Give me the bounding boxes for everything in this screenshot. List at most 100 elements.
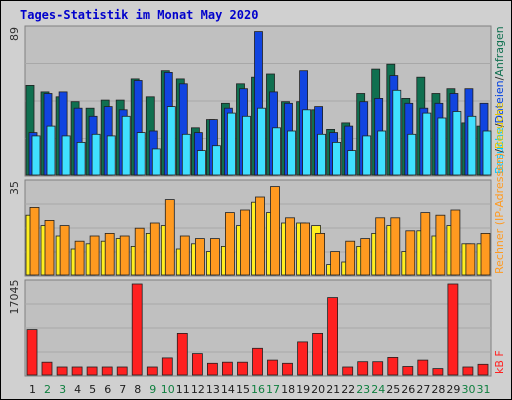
bar-besuche-day-24 [377,130,387,176]
x-tick-label-day-21: 21 [326,383,340,396]
y-max-label-top: 89 [8,27,21,41]
x-tick-label-day-9: 9 [149,383,156,396]
bar-kb-f-day-29 [447,283,459,376]
bar-besuche-day-13 [211,145,221,176]
bar-kb-f-day-23 [357,361,369,376]
bar-besuche-day-3 [59,225,70,276]
x-tick-label-day-14: 14 [221,383,235,396]
y-max-label-bottom: 17045 [8,280,21,315]
x-tick-label-day-29: 29 [446,383,460,396]
bar-besuche-day-10 [164,199,175,276]
bar-besuche-day-16 [257,107,266,176]
bar-kb-f-day-4 [71,366,83,376]
bar-kb-f-day-2 [41,361,53,376]
x-tick-label-day-25: 25 [386,383,400,396]
bar-besuche-day-9 [149,222,160,276]
x-tick-label-day-15: 15 [236,383,250,396]
bar-besuche-day-19 [300,222,311,276]
bar-besuche-day-25 [392,89,402,176]
right-label-bottom: kB F [493,350,506,374]
x-tick-label-day-30: 30 [462,383,476,396]
x-tick-label-day-3: 3 [59,383,66,396]
bar-kb-f-day-24 [372,361,384,376]
panel-middle [24,179,492,277]
bar-kb-f-day-10 [161,357,173,376]
x-tick-label-day-22: 22 [341,383,355,396]
bar-kb-f-day-30 [462,366,474,376]
x-tick-label-day-8: 8 [134,383,141,396]
panel-bottom [24,279,492,377]
x-tick-label-day-13: 13 [206,383,220,396]
bar-kb-f-day-3 [56,366,68,376]
bar-besuche-day-23 [362,135,372,176]
x-tick-label-day-17: 17 [266,383,280,396]
bar-kb-f-day-21 [327,297,339,376]
bar-besuche-day-20 [317,133,327,176]
bar-kb-f-day-26 [402,366,414,376]
bar-besuche-day-11 [179,235,190,276]
bar-besuche-day-6 [106,135,116,176]
x-tick-label-day-18: 18 [281,383,295,396]
bar-besuche-day-14 [226,112,236,176]
bar-kb-f-day-6 [101,366,113,376]
bar-besuche-day-28 [435,214,446,276]
bar-besuche-day-30 [467,115,477,176]
bar-besuche-day-29 [452,111,462,176]
bar-besuche-day-5 [91,133,101,176]
bar-kb-f-day-28 [432,368,444,376]
x-tick-label-day-10: 10 [161,383,175,396]
panel-top [24,25,492,177]
bar-kb-f-day-8 [131,283,143,376]
bar-besuche-day-29 [450,209,461,276]
x-tick-label-day-23: 23 [356,383,370,396]
bar-kb-f-day-7 [116,366,128,376]
x-tick-label-day-5: 5 [89,383,96,396]
bar-kb-f-day-16 [252,347,263,376]
bar-kb-f-day-17 [267,359,278,376]
bar-besuche-day-8 [134,227,145,276]
bar-besuche-day-1 [29,206,40,276]
bar-besuche-day-6 [104,232,115,276]
bar-kb-f-day-9 [146,366,158,376]
bar-kb-f-day-31 [477,363,489,376]
bar-besuche-day-30 [465,243,476,276]
x-tick-label-day-28: 28 [431,383,445,396]
bar-besuche-day-18 [285,217,295,276]
bar-besuche-day-21 [330,251,341,276]
bar-besuche-day-28 [437,117,447,176]
bar-besuche-day-3 [61,135,71,176]
bar-besuche-day-2 [46,125,56,176]
bar-besuche-day-22 [347,150,357,176]
x-tick-label-day-26: 26 [401,383,415,396]
x-tick-label-day-6: 6 [104,383,111,396]
x-axis-labels: 1 2 3 4 5 6 7 8 9 10 11 12 13 14 15 16 17 18 19 20 21 22 23 24 2… [29,383,491,396]
bar-besuche-day-12 [194,238,205,276]
x-tick-label-day-31: 31 [477,383,491,396]
x-tick-label-day-19: 19 [296,383,310,396]
x-tick-label-day-11: 11 [176,383,190,396]
bar-kb-f-day-11 [176,332,188,376]
bar-kb-f-day-18 [282,362,293,376]
bar-besuche-day-17 [272,127,281,176]
bar-besuche-day-4 [76,141,86,176]
bar-besuche-day-26 [407,133,417,176]
bar-besuche-day-11 [181,133,191,176]
bar-besuche-day-12 [196,150,206,176]
bar-besuche-day-9 [151,148,161,176]
bar-besuche-day-7 [121,115,131,176]
bar-besuche-day-10 [166,106,176,176]
bar-besuche-day-26 [405,230,416,276]
x-tick-label-day-12: 12 [191,383,205,396]
bar-besuche-day-25 [390,217,401,276]
bar-besuche-day-17 [270,186,280,276]
y-max-label-middle: 35 [8,181,21,195]
bar-besuche-day-13 [209,238,220,276]
x-tick-label-day-16: 16 [251,383,265,396]
bar-besuche-day-27 [422,112,432,176]
bar-besuche-day-20 [315,232,326,276]
right-label-middle: Rechner (IP-Adressen)/Besuche [493,102,506,274]
x-tick-label-day-27: 27 [416,383,430,396]
bar-besuche-day-7 [119,235,130,276]
